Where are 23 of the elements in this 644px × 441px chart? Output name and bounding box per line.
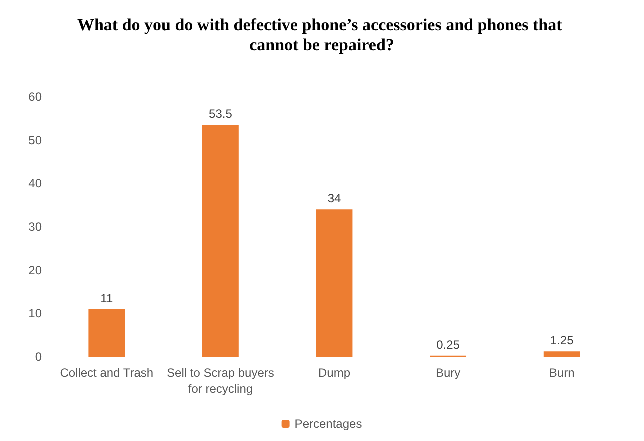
- y-tick-label: 30: [28, 220, 42, 234]
- y-tick-label: 40: [28, 176, 42, 191]
- bar: [88, 309, 126, 357]
- bar: [544, 352, 580, 357]
- y-tick-label: 60: [28, 90, 42, 104]
- data-label: 0.25: [436, 338, 460, 352]
- x-tick-label: Dump: [318, 366, 351, 380]
- data-label: 11: [100, 291, 114, 306]
- data-label: 34: [328, 192, 342, 206]
- x-tick-label: Collect and Trash: [60, 366, 154, 380]
- y-tick-label: 10: [28, 306, 42, 321]
- y-tick-label: 50: [28, 133, 42, 148]
- chart-title: What do you do with defective phone’s accessories and phones that cannot be repaired?: [77, 16, 567, 54]
- y-tick-label: 0: [35, 350, 42, 364]
- y-tick-label: 20: [28, 263, 42, 278]
- bar: [316, 210, 353, 357]
- x-tick-label: Sell to Scrap buyers for recycling: [167, 366, 274, 396]
- legend-label: Percentages: [294, 417, 362, 431]
- x-tick-label: Bury: [436, 366, 461, 380]
- data-label: 1.25: [550, 334, 574, 348]
- data-label: 53.5: [209, 107, 233, 122]
- x-tick-label: Burn: [549, 366, 575, 380]
- bar: [202, 125, 239, 357]
